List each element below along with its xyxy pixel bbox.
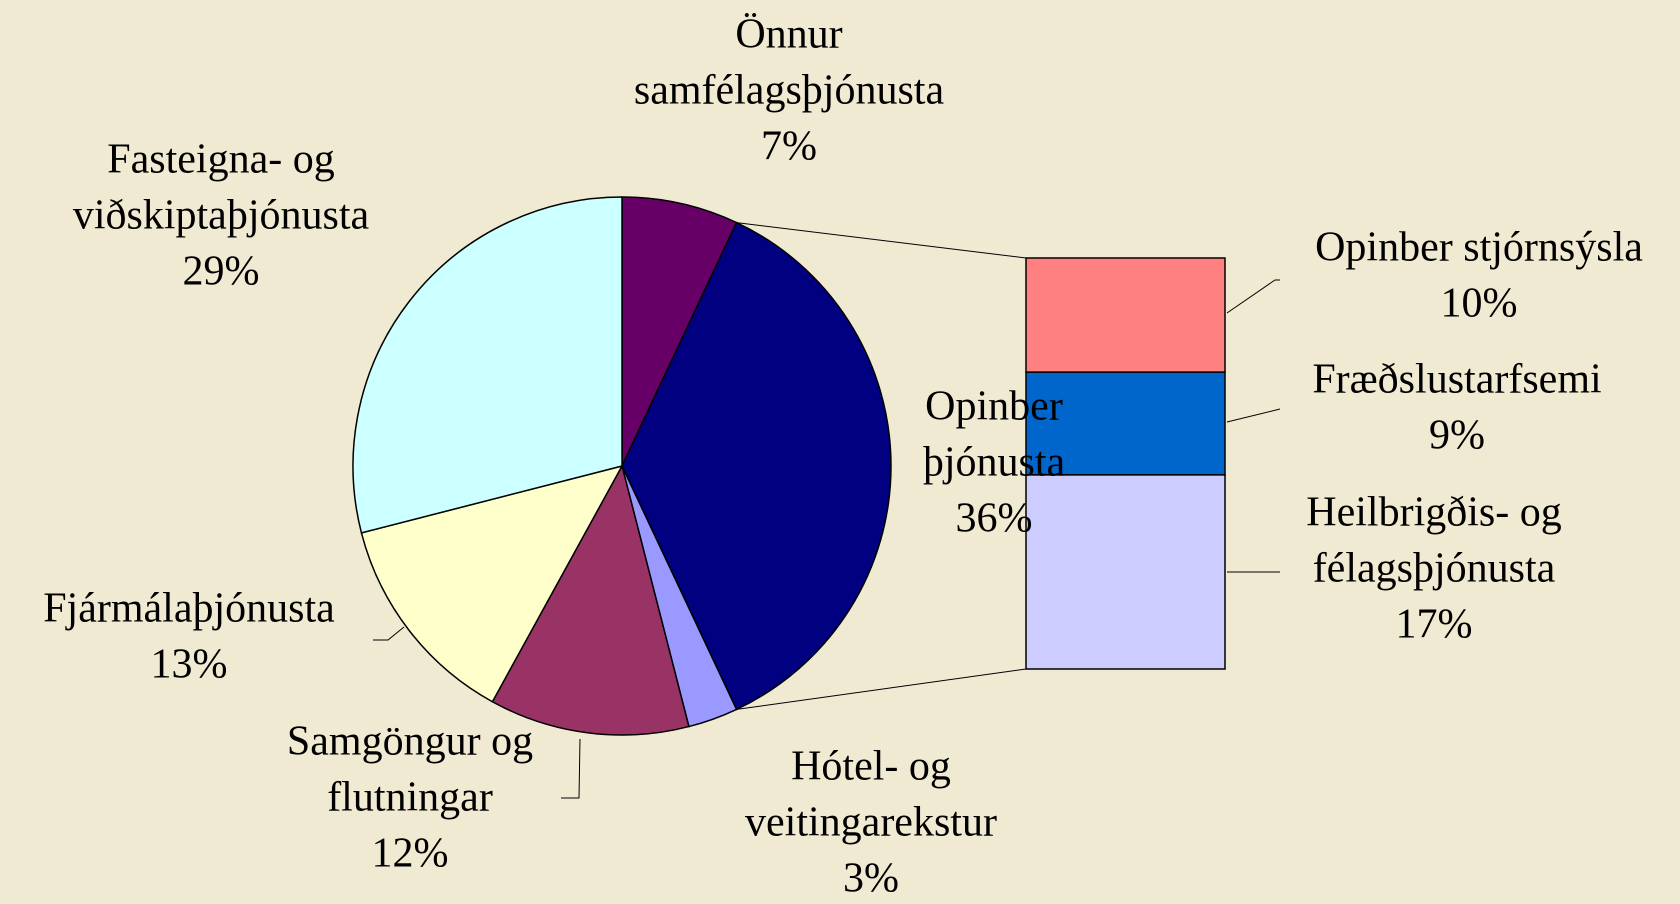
data-label-value: 17% (1396, 602, 1473, 648)
connector-line (736, 668, 1027, 710)
data-label: félagsþjónusta (1313, 546, 1556, 592)
data-label-value: 29% (183, 249, 260, 295)
bar-segment (1025, 257, 1226, 373)
pie-slice (491, 463, 690, 736)
data-label: þjónusta (923, 440, 1066, 486)
data-label: flutningar (327, 775, 493, 821)
data-label-value: 3% (843, 856, 899, 902)
data-label: Samgöngur og (287, 719, 533, 765)
data-label-value: 12% (372, 831, 449, 877)
data-label-value: 13% (151, 642, 228, 688)
data-label: viðskiptaþjónusta (73, 193, 370, 239)
leader-line (561, 738, 581, 799)
bar-segment (1025, 371, 1226, 476)
data-label: Fjármálaþjónusta (43, 586, 335, 632)
data-label: Opinber (925, 384, 1063, 430)
pie-slice (621, 196, 738, 467)
data-label: Heilbrigðis- og (1306, 490, 1561, 536)
data-label-value: 10% (1441, 281, 1518, 327)
data-label-value: 9% (1429, 413, 1485, 459)
data-label: Opinber stjórnsýsla (1315, 225, 1643, 271)
connector-line (736, 222, 1027, 259)
data-label-value: 36% (956, 496, 1033, 542)
pie-slice (352, 196, 623, 534)
bar-segment (1025, 474, 1226, 670)
leader-line (373, 626, 405, 641)
pie-slice (621, 221, 892, 711)
data-label: Önnur (735, 12, 842, 58)
data-label: Fræðslustarfsemi (1312, 357, 1601, 403)
data-label: Fasteigna- og (107, 137, 334, 183)
pie-slice (360, 464, 624, 703)
leader-line (1226, 279, 1280, 314)
data-label: Hótel- og (791, 744, 951, 790)
data-label-value: 7% (761, 124, 817, 170)
leader-line (1226, 408, 1281, 423)
data-label: samfélagsþjónusta (634, 68, 945, 114)
data-label: veitingarekstur (745, 800, 997, 846)
